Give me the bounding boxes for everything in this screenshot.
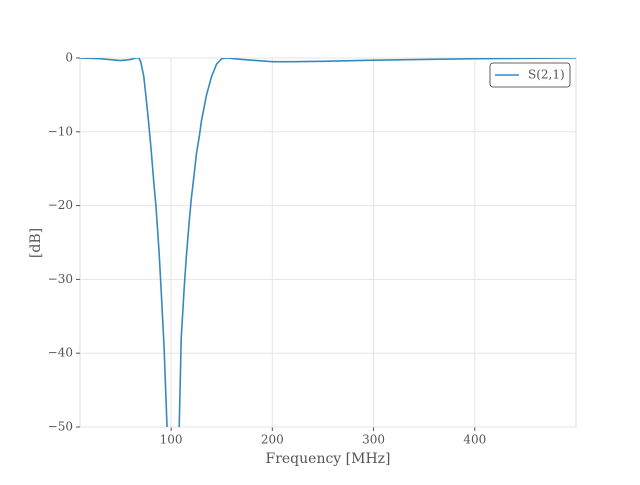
y-axis-label: [dB] <box>28 228 44 258</box>
y-tick-label: −20 <box>48 198 73 212</box>
x-tick-label: 300 <box>362 433 385 447</box>
y-tick-label: −50 <box>48 420 73 434</box>
x-axis-label: Frequency [MHz] <box>265 451 390 467</box>
x-tick-label: 200 <box>261 433 284 447</box>
y-tick-label: −30 <box>48 272 73 286</box>
plot-lines <box>80 58 576 427</box>
y-tick-label: −40 <box>48 346 73 360</box>
x-tick-label: 100 <box>160 433 183 447</box>
series-line <box>80 58 576 427</box>
x-tick-label: 400 <box>463 433 486 447</box>
legend-label: S(2,1) <box>528 68 565 82</box>
y-tick-label: 0 <box>65 51 73 65</box>
plot-area <box>79 57 577 428</box>
legend-box <box>489 62 571 88</box>
y-tick-label: −10 <box>48 124 73 138</box>
